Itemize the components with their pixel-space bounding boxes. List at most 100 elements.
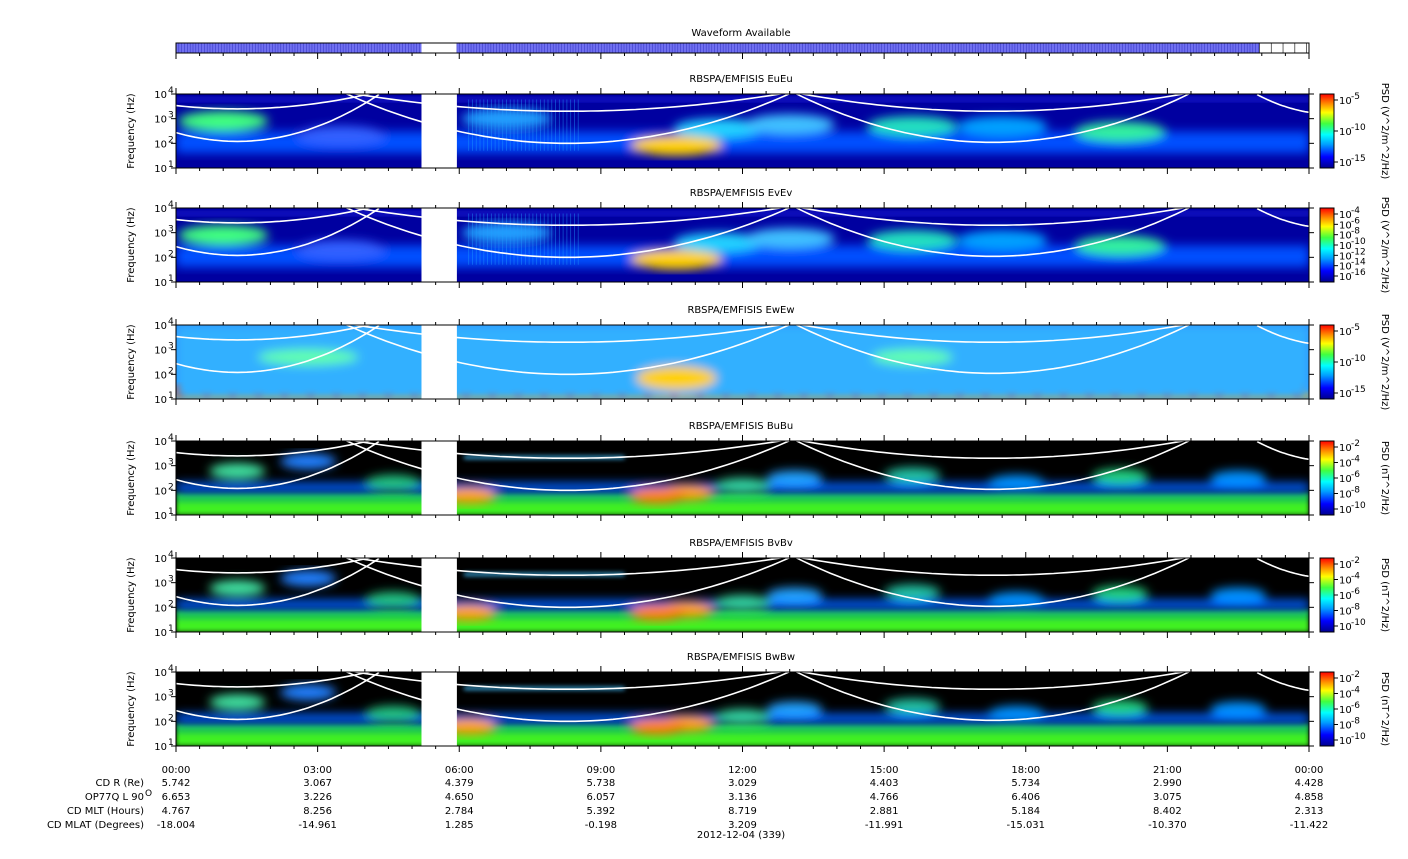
colorbar-tick-label: 10 [1339, 622, 1352, 633]
y-tick-label: 10 [154, 204, 167, 215]
colorbar-tick-label: 10 [1339, 389, 1352, 400]
ephemeris-value: 3.209 [728, 820, 757, 831]
wave-emission [714, 708, 771, 725]
colorbar-tick-label: 10 [1339, 690, 1352, 701]
colorbar-tick-exponent: -8 [1351, 486, 1360, 496]
data-gap [421, 93, 457, 169]
cyclotron-frequency-curve [794, 672, 1191, 722]
y-axis-label: Frequency (Hz) [126, 671, 137, 747]
y-tick-label: 10 [154, 511, 167, 522]
y-tick-exponent: 2 [168, 713, 174, 723]
ephemeris-table: CD R (Re) 5.742 3.067 4.379 5.738 3.029 4.403 5… [47, 778, 1328, 831]
colorbar-tick-label: 10 [1339, 358, 1352, 369]
wave-emission [631, 135, 722, 156]
date-label: 2012-12-04 (339) [697, 830, 785, 841]
data-gap [421, 440, 457, 516]
ephemeris-value: 3.136 [728, 792, 757, 803]
colorbar [1319, 671, 1335, 747]
colorbar-tick-exponent: -6 [1351, 701, 1360, 711]
wave-emission [744, 114, 835, 135]
y-tick-exponent: 3 [168, 689, 174, 699]
spectrogram-image [176, 94, 1309, 168]
y-tick-exponent: 1 [168, 274, 174, 284]
waveform-title: Waveform Available [691, 28, 790, 39]
ephemeris-value: 5.742 [162, 778, 191, 789]
colorbar-tick-label: 10 [1339, 231, 1352, 242]
cyclotron-frequency-curve [794, 325, 1191, 375]
cyclotron-frequency-curve [176, 441, 373, 457]
cyclotron-frequency-curve [351, 208, 785, 226]
colorbar-tick-label: 10 [1339, 272, 1352, 283]
x-tick-label: 09:00 [586, 765, 615, 776]
panel-title: RBSPA/EMFISIS BwBw [687, 652, 795, 663]
colorbar-tick-exponent: -14 [1351, 258, 1366, 268]
y-tick-exponent: 4 [168, 86, 174, 96]
y-tick-exponent: 3 [168, 575, 174, 585]
colorbar-tick-exponent: -2 [1351, 670, 1360, 680]
cyclotron-frequency-curve [351, 94, 785, 112]
y-tick-exponent: 1 [168, 624, 174, 634]
wave-emission [178, 111, 269, 132]
wave-emission [296, 239, 387, 260]
x-tick-label: 00:00 [1295, 765, 1324, 776]
x-tick-label: 18:00 [1011, 765, 1040, 776]
ephemeris-value: 6.653 [162, 792, 191, 803]
wave-emission [280, 570, 337, 587]
cyclotron-frequency-curve [351, 672, 785, 690]
wave-emission [957, 116, 1048, 137]
wave-emission [1210, 470, 1267, 487]
y-axis-label: Frequency (Hz) [126, 324, 137, 400]
colorbar-tick-exponent: -10 [1351, 123, 1366, 133]
y-tick-exponent: 3 [168, 458, 174, 468]
colorbar-tick-label: 10 [1339, 505, 1352, 516]
x-tick-label: 06:00 [445, 765, 474, 776]
y-tick-label: 10 [154, 668, 167, 679]
colorbar-label: PSD (nT^2/Hz) [1379, 558, 1390, 632]
cyclotron-frequency-curve [176, 208, 380, 257]
y-tick-exponent: 3 [168, 225, 174, 235]
cyclotron-frequency-curve [794, 441, 1191, 491]
cyclotron-frequency-curve [176, 208, 373, 224]
colorbar-label: PSD (V^2/m^2/Hz) [1379, 197, 1390, 294]
ephemeris-row-label: OP77Q L 90 [85, 792, 144, 803]
spectrogram-diffuse [176, 453, 1309, 504]
wave-emission [636, 366, 717, 391]
ephemeris-value: 8.402 [1153, 806, 1182, 817]
colorbar-tick-label: 10 [1339, 158, 1352, 169]
wave-emission [209, 463, 266, 480]
ephemeris-value: -18.004 [157, 820, 196, 831]
cyclotron-frequency-curve [344, 208, 791, 259]
cyclotron-frequency-curve [344, 325, 791, 376]
wave-emission [280, 684, 337, 701]
colorbar-tick-label: 10 [1339, 220, 1352, 231]
y-tick-label: 10 [154, 278, 167, 289]
cyclotron-frequency-curve [794, 558, 1191, 608]
cyclotron-frequency-curve [176, 94, 380, 143]
ephemeris-value: 2.313 [1295, 806, 1324, 817]
colorbar-tick-label: 10 [1339, 490, 1352, 501]
ephemeris-value: 4.428 [1295, 778, 1324, 789]
colorbar-tick-exponent: -6 [1351, 470, 1360, 480]
colorbar-tick-exponent: -5 [1351, 92, 1360, 102]
colorbar-tick-label: 10 [1339, 241, 1352, 252]
colorbar-tick-label: 10 [1339, 705, 1352, 716]
ephemeris-value: -0.198 [585, 820, 617, 831]
wave-emission [744, 228, 835, 249]
ephemeris-value: 3.067 [303, 778, 332, 789]
cyclotron-frequency-curve [1256, 208, 1309, 228]
wave-emission [673, 232, 764, 253]
ephemeris-value: 4.767 [162, 806, 191, 817]
y-tick-label: 10 [154, 693, 167, 704]
ephemeris-value: -10.370 [1148, 820, 1187, 831]
colorbar-tick-label: 10 [1339, 607, 1352, 618]
wave-emission [178, 225, 269, 246]
colorbar-tick-exponent: -10 [1351, 618, 1366, 628]
wave-emission [365, 705, 422, 722]
y-tick-label: 10 [154, 462, 167, 473]
y-axis-label: Frequency (Hz) [126, 93, 137, 169]
wave-emission [766, 470, 823, 487]
